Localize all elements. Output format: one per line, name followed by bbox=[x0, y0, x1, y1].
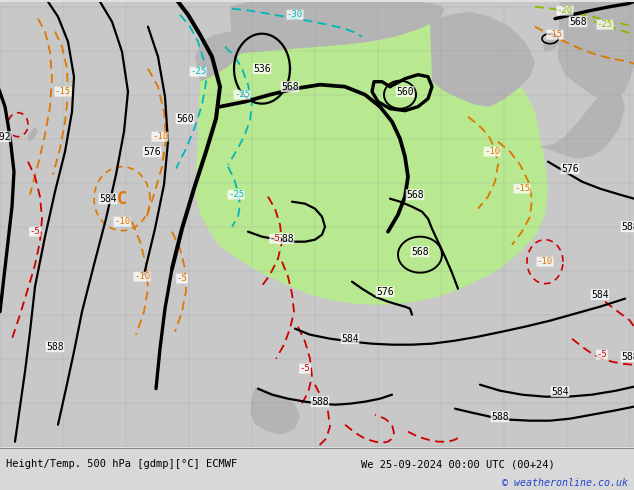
Text: Height/Temp. 500 hPa [gdmp][°C] ECMWF: Height/Temp. 500 hPa [gdmp][°C] ECMWF bbox=[6, 459, 238, 469]
Polygon shape bbox=[28, 127, 38, 142]
Text: -25: -25 bbox=[234, 90, 250, 99]
Text: C: C bbox=[117, 190, 127, 208]
Text: -20: -20 bbox=[557, 6, 573, 15]
Text: 568: 568 bbox=[411, 246, 429, 257]
Text: 588: 588 bbox=[311, 397, 329, 407]
Polygon shape bbox=[543, 35, 560, 51]
Text: -25: -25 bbox=[190, 67, 206, 76]
Text: 536: 536 bbox=[253, 64, 271, 74]
Text: © weatheronline.co.uk: © weatheronline.co.uk bbox=[501, 477, 628, 488]
Text: 576: 576 bbox=[376, 287, 394, 296]
Polygon shape bbox=[558, 1, 634, 102]
Text: 560: 560 bbox=[396, 87, 414, 97]
Text: 588: 588 bbox=[491, 412, 509, 422]
Polygon shape bbox=[540, 89, 625, 159]
Text: 576: 576 bbox=[143, 147, 161, 157]
Text: 560: 560 bbox=[176, 114, 194, 123]
Text: -30: -30 bbox=[287, 10, 303, 19]
Text: 588: 588 bbox=[621, 221, 634, 232]
Text: 568: 568 bbox=[281, 82, 299, 92]
Text: 588: 588 bbox=[46, 342, 64, 352]
Text: -15: -15 bbox=[547, 30, 563, 39]
Text: -10: -10 bbox=[484, 147, 500, 156]
Polygon shape bbox=[430, 12, 535, 107]
Text: 584: 584 bbox=[591, 290, 609, 300]
Text: -5: -5 bbox=[177, 274, 188, 283]
Text: 588: 588 bbox=[276, 234, 294, 244]
Text: 584: 584 bbox=[551, 387, 569, 397]
Polygon shape bbox=[195, 32, 245, 82]
Polygon shape bbox=[195, 1, 548, 305]
Text: -10: -10 bbox=[152, 132, 168, 141]
Text: -15: -15 bbox=[55, 87, 71, 96]
Text: 584: 584 bbox=[341, 334, 359, 343]
Text: 592: 592 bbox=[0, 132, 11, 142]
Text: -15: -15 bbox=[514, 184, 530, 193]
Text: -5: -5 bbox=[269, 234, 280, 243]
Text: 568: 568 bbox=[406, 190, 424, 200]
Text: -25: -25 bbox=[228, 190, 244, 199]
Text: 568: 568 bbox=[569, 17, 587, 26]
Text: -5: -5 bbox=[300, 364, 311, 373]
Text: 584: 584 bbox=[99, 194, 117, 204]
Polygon shape bbox=[230, 1, 445, 55]
Text: -5: -5 bbox=[30, 227, 41, 236]
Text: We 25-09-2024 00:00 UTC (00+24): We 25-09-2024 00:00 UTC (00+24) bbox=[361, 459, 555, 469]
Text: -10: -10 bbox=[114, 217, 130, 226]
Text: -5: -5 bbox=[597, 350, 607, 359]
Text: 588: 588 bbox=[621, 352, 634, 362]
Text: 576: 576 bbox=[561, 164, 579, 173]
Text: -10: -10 bbox=[537, 257, 553, 266]
Polygon shape bbox=[250, 387, 300, 435]
Text: -10: -10 bbox=[134, 272, 150, 281]
Text: -25: -25 bbox=[597, 20, 613, 29]
